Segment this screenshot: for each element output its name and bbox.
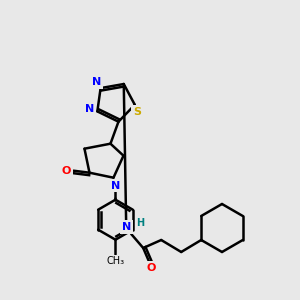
Text: N: N (85, 104, 94, 114)
Text: N: N (111, 181, 120, 191)
Text: O: O (62, 166, 71, 176)
Text: CH₃: CH₃ (106, 256, 124, 266)
Text: O: O (146, 263, 156, 273)
Text: N: N (92, 77, 101, 87)
Text: S: S (133, 107, 141, 117)
Text: N: N (122, 222, 131, 232)
Text: H: H (136, 218, 144, 228)
